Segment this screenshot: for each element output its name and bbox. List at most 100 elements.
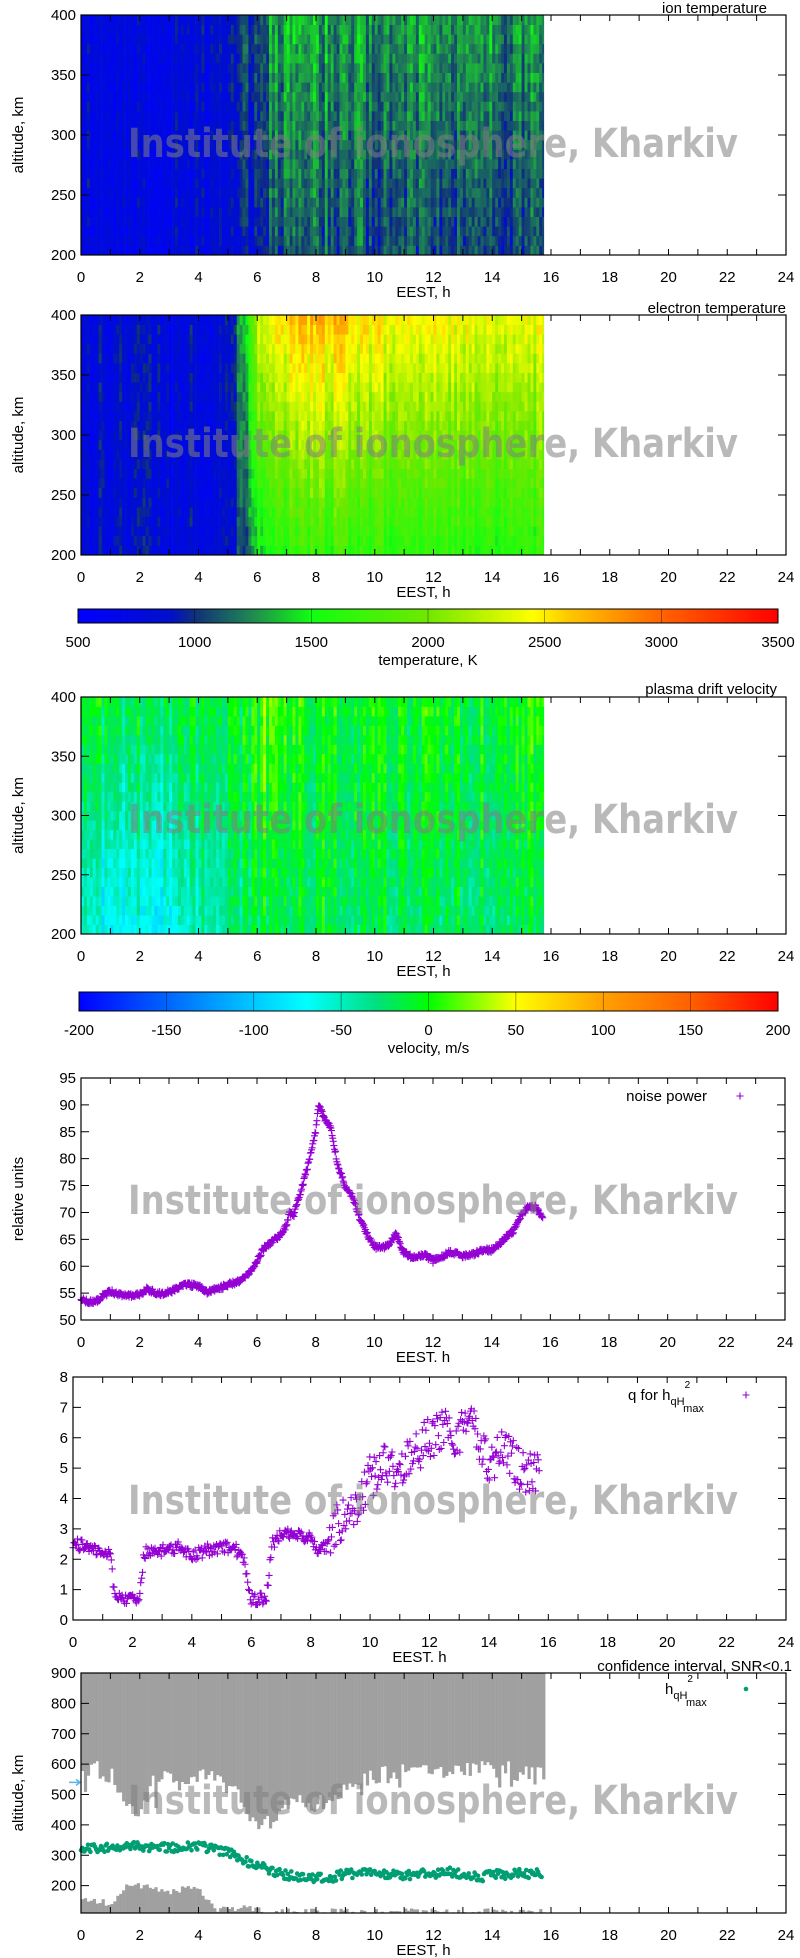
heatmap-cell [495, 197, 499, 208]
heatmap-cell [418, 101, 423, 112]
heatmap-cell [307, 235, 311, 246]
heatmap-cell [207, 235, 211, 246]
heatmap-cell [351, 111, 355, 121]
heatmap-cell [342, 187, 346, 198]
heatmap-cell [307, 111, 311, 121]
heatmap-cell [192, 235, 196, 246]
heatmap-cell [404, 187, 408, 198]
heatmap-cell [509, 207, 514, 217]
heatmap-cell [104, 468, 108, 479]
heatmap-cell [145, 178, 149, 189]
heatmap-cell [107, 382, 111, 393]
heatmap-cell [160, 343, 164, 354]
heatmap-cell [260, 15, 264, 25]
heatmap-cell [169, 334, 173, 345]
heatmap-cell [142, 545, 146, 556]
heatmap-cell [81, 420, 85, 431]
heatmap-cell [509, 15, 514, 25]
heatmap-cell [189, 15, 193, 25]
heatmap-cell [151, 545, 155, 556]
heatmap-cell [163, 111, 167, 121]
heatmap-cell [380, 101, 384, 112]
heatmap-cell [324, 24, 329, 35]
heatmap-cell [192, 187, 196, 198]
heatmap-cell [148, 526, 152, 537]
heatmap-cell [163, 15, 167, 25]
heatmap-cell [271, 235, 276, 246]
heatmap-cell [324, 197, 329, 208]
heatmap-cell [166, 207, 170, 217]
heatmap-cell [498, 53, 502, 64]
heatmap-cell [498, 197, 502, 208]
heatmap-cell [498, 43, 502, 54]
heatmap-cell [433, 24, 437, 35]
heatmap-cell [166, 130, 170, 141]
heatmap-cell [101, 82, 105, 93]
heatmap-cell [371, 43, 376, 54]
heatmap-cell [207, 197, 211, 208]
heatmap-cell [313, 34, 317, 45]
heatmap-cell [307, 216, 311, 227]
heatmap-cell [321, 207, 326, 217]
heatmap-cell [345, 207, 349, 217]
heatmap-cell [163, 53, 167, 64]
heatmap-cell [198, 120, 202, 131]
heatmap-cell [498, 82, 502, 93]
heatmap-cell [224, 63, 229, 73]
heatmap-cell [151, 391, 155, 402]
heatmap-cell [104, 159, 108, 169]
heatmap-cell [457, 43, 461, 54]
heatmap-cell [104, 91, 108, 102]
heatmap-cell [148, 24, 152, 35]
heatmap-cell [251, 43, 255, 54]
heatmap-cell [113, 159, 117, 169]
heatmap-cell [207, 24, 211, 35]
heatmap-cell [183, 63, 188, 73]
heatmap-cell [542, 187, 545, 198]
heatmap-cell [271, 82, 276, 93]
heatmap-cell [480, 159, 484, 169]
heatmap-cell [186, 372, 191, 383]
heatmap-cell [269, 197, 273, 208]
heatmap-cell [219, 139, 223, 150]
heatmap-cell [266, 159, 270, 169]
heatmap-cell [163, 382, 167, 393]
heatmap-cell [83, 372, 88, 383]
heatmap-cell [439, 101, 443, 112]
heatmap-cell [142, 34, 146, 45]
heatmap-cell [128, 526, 132, 537]
heatmap-cell [133, 535, 138, 546]
heatmap-cell [133, 411, 138, 421]
heatmap-cell [506, 207, 511, 217]
heatmap-cell [160, 43, 164, 54]
heatmap-cell [509, 130, 514, 141]
heatmap-cell [116, 159, 120, 169]
heatmap-cell [415, 43, 420, 54]
heatmap-cell [160, 324, 164, 335]
heatmap-cell [177, 235, 182, 246]
heatmap-cell [130, 168, 135, 179]
heatmap-cell [501, 15, 505, 25]
heatmap-cell [133, 15, 138, 25]
heatmap-cell [160, 545, 164, 556]
heatmap-cell [142, 43, 146, 54]
heatmap-cell [368, 197, 373, 208]
heatmap-cell [98, 411, 102, 421]
heatmap-cell [92, 130, 97, 141]
heatmap-cell [89, 420, 94, 431]
heatmap-cell [81, 178, 85, 189]
heatmap-cell [81, 91, 85, 102]
heatmap-cell [227, 207, 232, 217]
heatmap-cell [439, 72, 443, 83]
heatmap-cell [368, 111, 373, 121]
heatmap-cell [136, 401, 141, 412]
heatmap-cell [348, 101, 352, 112]
heatmap-cell [142, 111, 146, 121]
heatmap-cell [116, 382, 120, 393]
heatmap-cell [81, 207, 85, 217]
heatmap-cell [189, 53, 193, 64]
heatmap-cell [345, 111, 349, 121]
heatmap-cell [122, 420, 126, 431]
heatmap-cell [157, 226, 161, 237]
